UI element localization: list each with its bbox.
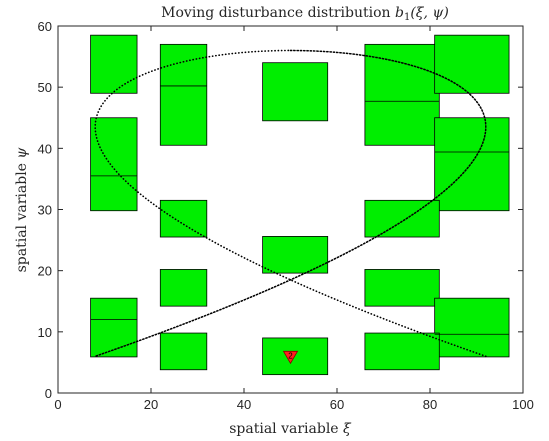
- disturbance-patch: [364, 43, 440, 146]
- y-axis-label: spatial variable ψ: [14, 147, 30, 273]
- y-tick-label: 40: [38, 141, 52, 156]
- disturbance-patch: [159, 332, 208, 371]
- disturbance-patch: [434, 117, 510, 212]
- x-tick-label: 60: [330, 397, 344, 412]
- x-tick-label: 0: [54, 397, 61, 412]
- chart-title-args: (ξ, ψ): [410, 5, 449, 21]
- trajectory-path: [94, 49, 487, 358]
- x-axis-label-text: spatial variable: [229, 421, 343, 437]
- disturbance-patch: [90, 34, 138, 94]
- disturbance-patch: [434, 297, 510, 358]
- chart-title-text: Moving disturbance distribution: [161, 5, 395, 21]
- plot-area: 2 0 20 40 60 80 100 0 10 20 30 40 50 60: [38, 19, 534, 412]
- y-tick-label: 50: [38, 80, 52, 95]
- y-tick-label: 30: [38, 203, 52, 218]
- disturbance-patch: [159, 43, 208, 146]
- x-axis-label-sym: ξ: [343, 421, 352, 437]
- disturbance-patch: [434, 34, 510, 94]
- disturbance-patch: [90, 117, 138, 212]
- x-tick-label: 100: [512, 397, 534, 412]
- y-axis-label-sym: ψ: [14, 147, 30, 159]
- chart-title-sub: 1: [404, 12, 410, 23]
- axis-ticks: 0 20 40 60 80 100 0 10 20 30 40 50 60: [38, 19, 534, 412]
- position-marker-label: 2: [288, 351, 293, 360]
- y-axis-label-text: spatial variable: [14, 159, 30, 273]
- x-tick-label: 80: [423, 397, 437, 412]
- y-tick-label: 20: [38, 264, 52, 279]
- chart-marks: [90, 34, 510, 376]
- position-marker: [282, 350, 299, 365]
- x-tick-label: 20: [144, 397, 158, 412]
- x-axis-label: spatial variable ξ: [229, 421, 352, 437]
- y-tick-label: 60: [38, 19, 52, 34]
- marker-group: 2: [282, 350, 299, 365]
- disturbance-patch: [159, 199, 208, 238]
- disturbance-patch: [364, 199, 440, 238]
- chart-title-func: b: [395, 5, 404, 21]
- disturbance-patch: [159, 269, 208, 307]
- disturbance-patch: [364, 269, 440, 307]
- disturbance-patch: [90, 297, 138, 358]
- disturbance-patch: [364, 332, 440, 371]
- x-tick-label: 40: [237, 397, 251, 412]
- y-tick-label: 0: [45, 386, 52, 401]
- y-tick-label: 10: [38, 325, 52, 340]
- disturbance-patch: [262, 62, 329, 122]
- chart-title: Moving disturbance distribution b1(ξ, ψ): [161, 5, 449, 23]
- disturbance-patch: [262, 337, 329, 376]
